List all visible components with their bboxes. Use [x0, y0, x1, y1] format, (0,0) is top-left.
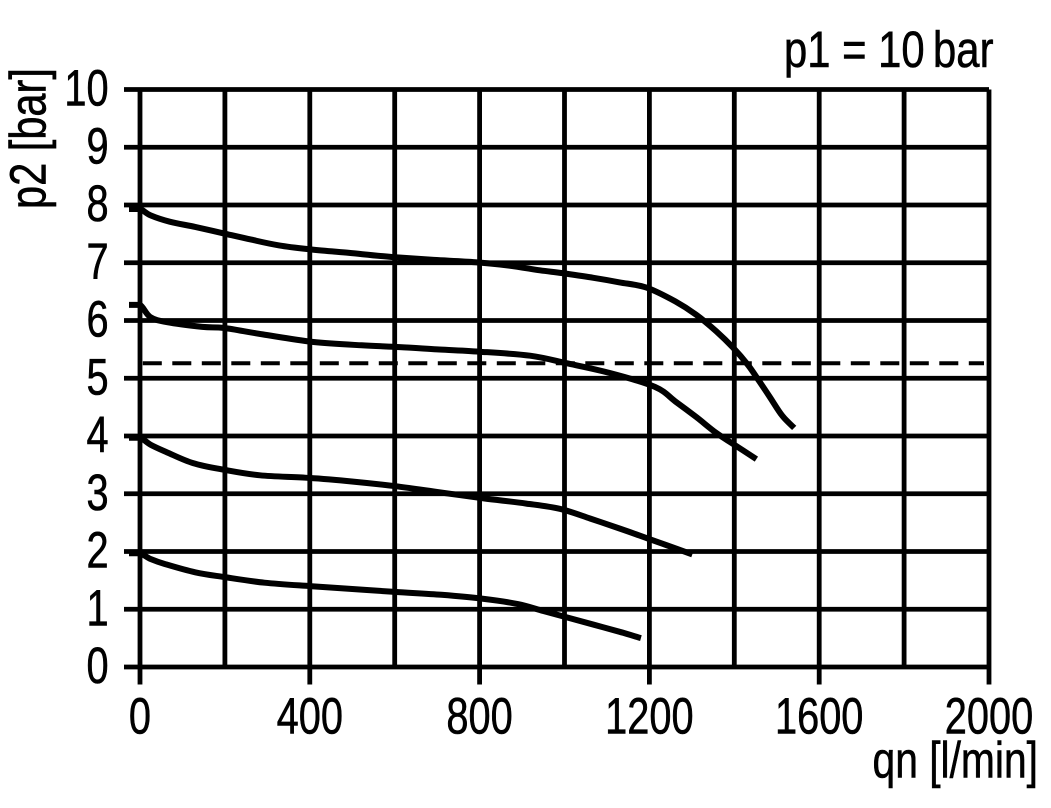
- svg-text:2: 2: [86, 522, 108, 579]
- svg-text:qn [l/min]: qn [l/min]: [873, 731, 1038, 788]
- svg-text:4: 4: [86, 406, 108, 463]
- svg-text:7: 7: [86, 233, 108, 290]
- svg-text:2000: 2000: [945, 688, 1033, 745]
- svg-text:5: 5: [86, 349, 108, 406]
- svg-text:0: 0: [86, 637, 108, 694]
- svg-text:p2 [bar]: p2 [bar]: [0, 68, 56, 209]
- svg-text:800: 800: [446, 688, 512, 745]
- svg-text:1200: 1200: [605, 688, 693, 745]
- svg-text:1600: 1600: [775, 688, 863, 745]
- svg-text:p1 = 10 bar: p1 = 10 bar: [784, 21, 993, 78]
- svg-text:9: 9: [86, 118, 108, 175]
- svg-text:0: 0: [129, 688, 151, 745]
- svg-text:400: 400: [277, 688, 343, 745]
- svg-text:10: 10: [64, 60, 108, 117]
- svg-text:3: 3: [86, 464, 108, 521]
- svg-text:8: 8: [86, 175, 108, 232]
- svg-text:6: 6: [86, 291, 108, 348]
- svg-text:1: 1: [86, 580, 108, 637]
